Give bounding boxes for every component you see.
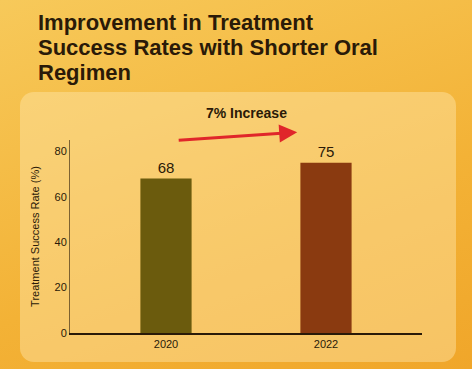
svg-text:2020: 2020 [154, 338, 178, 350]
svg-text:68: 68 [158, 159, 175, 176]
svg-text:Treatment Success Rate (%): Treatment Success Rate (%) [29, 166, 41, 307]
svg-text:40: 40 [55, 236, 67, 248]
svg-text:20: 20 [55, 281, 67, 293]
svg-text:0: 0 [61, 327, 67, 339]
svg-text:60: 60 [55, 191, 67, 203]
svg-text:7% Increase: 7% Increase [206, 105, 287, 121]
svg-text:75: 75 [318, 143, 335, 160]
svg-text:80: 80 [55, 145, 67, 157]
svg-text:2022: 2022 [314, 338, 338, 350]
html-text:Improvement in Treatment Succe: Improvement in Treatment Success Rates w… [38, 10, 378, 85]
